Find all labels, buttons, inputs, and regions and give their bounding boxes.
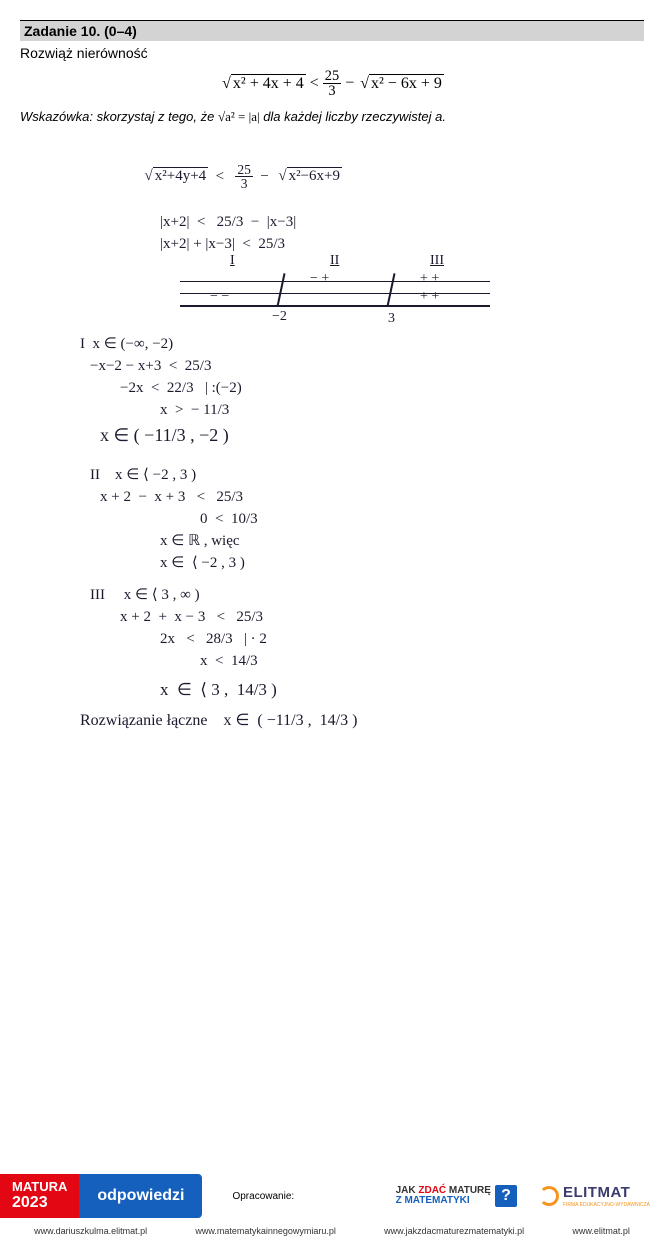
hw-c3-4: x ∈ ⟨ 3 , 14/3 ) — [120, 680, 644, 700]
sc-s3: − + — [310, 271, 329, 288]
sc-3: 3 — [388, 311, 395, 328]
hw-c1-1: −x−2 − x+3 < 25/3 — [90, 357, 644, 375]
jzm-q-icon: ? — [495, 1185, 517, 1207]
badge-year: 2023 — [12, 1194, 67, 1212]
hw-l1d: − — [253, 168, 276, 184]
sc-region-1: I — [230, 253, 235, 270]
sc-s2: + + — [420, 271, 439, 288]
hw-l1cn: 25 — [235, 163, 253, 178]
jzm-l2: Z MATEMATYKI — [396, 1196, 491, 1206]
footer-link-3: www.jakzdacmaturezmatematyki.pl — [384, 1226, 524, 1236]
hw-l1cd: 3 — [235, 177, 253, 191]
hint-post: dla każdej liczby rzeczywistej a. — [263, 109, 446, 124]
hw-c1-2: −2x < 22/3 | :(−2) — [120, 379, 644, 397]
hw-c1-3: x > − 11/3 — [120, 401, 644, 419]
hw-c2-1: x + 2 − x + 3 < 25/3 — [100, 488, 644, 506]
badge-answers: odpowiedzi — [79, 1174, 202, 1218]
hw-l1e: x²−6x+9 — [287, 167, 342, 184]
footer-link-1: www.dariuszkulma.elitmat.pl — [34, 1226, 147, 1236]
hw-l1b: < — [208, 168, 235, 184]
page-footer: MATURA 2023 odpowiedzi Opracowanie: JAK … — [0, 1174, 664, 1252]
formula-lt: < — [310, 75, 323, 92]
hw-l3: |x+2| + |x−3| < 25/3 — [120, 235, 644, 253]
formula-rhs: x² − 6x + 9 — [369, 74, 444, 92]
hw-c3h: III x ∈ ⟨ 3 , ∞ ) — [90, 586, 644, 604]
footer-link-4: www.elitmat.pl — [572, 1226, 630, 1236]
hw-c3-3: x < 14/3 — [120, 652, 644, 670]
hw-c2-4: x ∈ ⟨ −2 , 3 ) — [120, 554, 644, 572]
badge-matura-label: MATURA — [12, 1180, 67, 1194]
hw-final: Rozwiązanie łączne x ∈ ( −11/3 , 14/3 ) — [80, 711, 644, 730]
hw-c2-3: x ∈ ℝ , więc — [120, 532, 644, 550]
task-prompt: Rozwiąż nierówność — [20, 45, 644, 61]
footer-link-2: www.matematykainnegowymiaru.pl — [195, 1226, 336, 1236]
sign-chart: I II III − − − + + + − − + + −2 3 — [180, 259, 500, 329]
hw-c2h: II x ∈ ⟨ −2 , 3 ) — [90, 466, 644, 484]
hw-l1a: x²+4y+4 — [153, 167, 208, 184]
hw-l2: |x+2| < 25/3 − |x−3| — [120, 213, 644, 231]
hint-pre: Wskazówka: skorzystaj z tego, że — [20, 109, 218, 124]
elitmat-icon — [539, 1186, 559, 1206]
formula-minus: − — [345, 75, 358, 92]
handwritten-solution: x²+4y+4 < 253 − x²−6x+9 |x+2| < 25/3 − |… — [20, 145, 644, 730]
formula-den: 3 — [323, 84, 341, 98]
elitmat-sub: FIRMA EDUKACYJNO-WYDAWNICZA — [563, 1202, 650, 1208]
hw-c2-2: 0 < 10/3 — [120, 510, 644, 528]
sc-region-3: III — [430, 253, 444, 270]
hw-c3-2: 2x < 28/3 | · 2 — [120, 630, 644, 648]
sc-region-2: II — [330, 253, 339, 270]
hw-c3-1: x + 2 + x − 3 < 25/3 — [120, 608, 644, 626]
sc-s1b: − − — [210, 289, 229, 306]
elitmat-text: ELITMAT — [563, 1184, 630, 1201]
formula-num: 25 — [323, 69, 341, 84]
logo-jakzdac: JAK ZDAĆ MATURĘ Z MATEMATYKI ? — [388, 1174, 525, 1218]
badge-matura: MATURA 2023 — [0, 1174, 79, 1218]
credit-label: Opracowanie: — [202, 1174, 387, 1218]
hw-c1-4: x ∈ ( −11/3 , −2 ) — [100, 425, 644, 447]
task-header: Zadanie 10. (0–4) — [20, 20, 644, 41]
logo-elitmat: ELITMAT FIRMA EDUKACYJNO-WYDAWNICZA — [525, 1174, 664, 1218]
sc-m2: −2 — [272, 309, 287, 326]
formula-lhs: x² + 4x + 4 — [231, 74, 306, 92]
task-formula: x² + 4x + 4 < 253 − x² − 6x + 9 — [20, 69, 644, 99]
hw-c1h: I x ∈ (−∞, −2) — [80, 335, 644, 353]
hint-math: √a² = |a| — [218, 109, 260, 124]
sc-s4: + + — [420, 289, 439, 306]
task-hint: Wskazówka: skorzystaj z tego, że √a² = |… — [20, 109, 644, 125]
footer-links: www.dariuszkulma.elitmat.pl www.matematy… — [0, 1218, 664, 1236]
